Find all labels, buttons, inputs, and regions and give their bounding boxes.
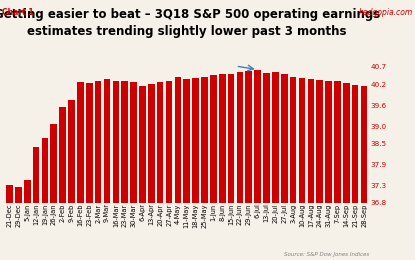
Bar (112, 81, 119, 203)
Bar (24, 180, 31, 203)
Bar (281, 74, 288, 203)
Bar (290, 76, 296, 203)
Text: hedgopia.com: hedgopia.com (359, 8, 413, 17)
Bar (237, 72, 243, 203)
Text: Getting easier to beat – 3Q18 S&P 500 operating earnings
estimates trending slig: Getting easier to beat – 3Q18 S&P 500 op… (0, 8, 380, 38)
Bar (95, 81, 101, 203)
Bar (42, 138, 48, 203)
Bar (308, 79, 314, 203)
Bar (148, 84, 155, 203)
Bar (219, 74, 225, 203)
Bar (130, 82, 137, 203)
Bar (6, 185, 13, 203)
Bar (272, 72, 279, 203)
Bar (299, 78, 305, 203)
Bar (157, 82, 164, 203)
Bar (192, 78, 199, 203)
Bar (33, 147, 39, 203)
Bar (343, 83, 349, 203)
Bar (210, 75, 217, 203)
Bar (201, 77, 208, 203)
Bar (334, 81, 341, 203)
Bar (228, 74, 234, 203)
Bar (166, 81, 172, 203)
Bar (263, 73, 270, 203)
Bar (352, 85, 359, 203)
Bar (104, 79, 110, 203)
Bar (139, 86, 146, 203)
Bar (121, 81, 128, 203)
Bar (316, 80, 323, 203)
Bar (59, 107, 66, 203)
Bar (183, 79, 190, 203)
Bar (254, 70, 261, 203)
Text: Source: S&P Dow Jones Indices: Source: S&P Dow Jones Indices (284, 252, 369, 257)
Bar (86, 83, 93, 203)
Text: Chart 1: Chart 1 (2, 8, 34, 17)
Bar (246, 71, 252, 203)
Bar (51, 124, 57, 203)
Bar (77, 82, 84, 203)
Bar (175, 77, 181, 203)
Bar (15, 187, 22, 203)
Bar (68, 100, 75, 203)
Bar (325, 81, 332, 203)
Bar (361, 86, 367, 203)
